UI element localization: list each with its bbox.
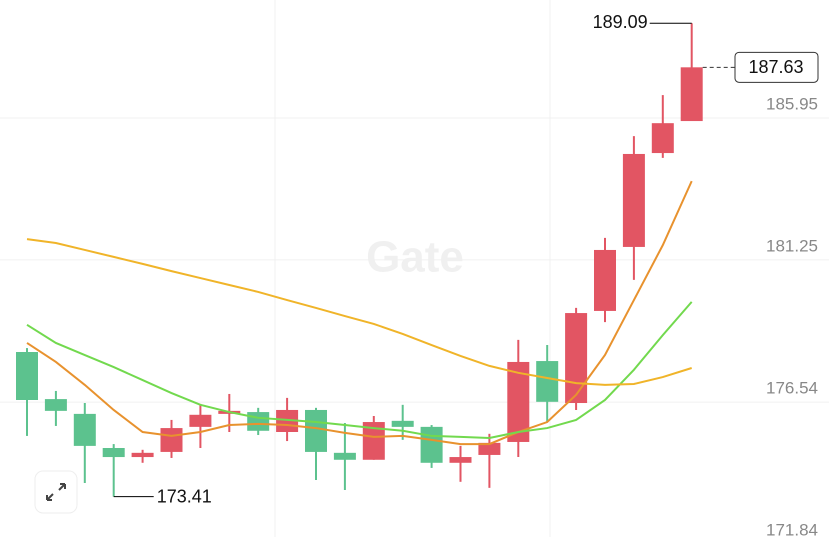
candle-body [536,361,559,402]
candle-body [507,361,530,442]
candle-body [247,412,270,431]
high-label: 189.09 [593,12,648,32]
low-label: 173.41 [157,486,212,506]
candle-body [160,428,183,452]
candle-body [478,442,501,455]
last-price-label: 187.63 [748,57,803,77]
plot: 185.95 181.25 176.54 171.84 189.09 173.41 187.… [0,12,829,537]
candle-body [305,409,327,452]
expand-icon[interactable] [46,483,66,501]
watermark: Gate [366,233,464,282]
candle-body [565,313,588,404]
candle-body [622,153,645,247]
ma-line [26,238,692,386]
candle-body [651,123,674,154]
ma-line [26,180,693,446]
candle-body [131,452,154,458]
candle-body [391,420,414,427]
candle-body [44,399,67,411]
y-tick-label: 181.25 [766,236,818,255]
ma-line [26,301,693,440]
candle-body [680,67,703,122]
expand-button[interactable] [34,470,78,514]
candle-body [449,457,472,463]
candle-body [16,352,38,400]
candle-body [362,422,385,460]
candle-body [73,413,96,446]
candle-body [102,448,125,458]
candle-body [189,414,212,427]
candle-body [594,249,616,311]
y-tick-label: 185.95 [766,95,818,114]
expand-button-frame[interactable] [34,470,78,514]
y-tick-label: 171.84 [766,520,818,537]
candle-body [420,426,443,463]
y-tick-label: 176.54 [766,379,818,398]
candle-body [333,452,356,460]
last-price-box [734,51,819,83]
